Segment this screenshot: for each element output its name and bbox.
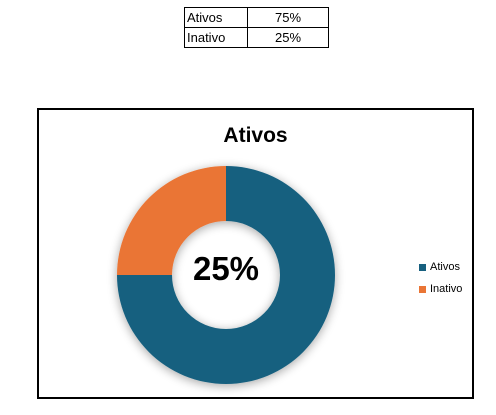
chart-title: Ativos: [223, 124, 288, 147]
chart-area: Ativos 25% Ativos Inativo: [37, 108, 474, 399]
table-row: Inativo 25%: [184, 27, 329, 48]
legend: Ativos Inativo: [419, 256, 462, 300]
legend-swatch-ativos: [419, 263, 426, 271]
table-cell-value: 25%: [247, 27, 329, 48]
donut-chart: [117, 166, 335, 384]
table-cell-value: 75%: [247, 7, 329, 28]
donut-slice-ativos[interactable]: [117, 166, 335, 384]
legend-swatch-inativo: [419, 285, 426, 293]
legend-label-ativos: Ativos: [430, 261, 460, 273]
table-cell-label: Ativos: [184, 7, 248, 28]
center-label: 25%: [192, 250, 260, 287]
table-cell-label: Inativo: [184, 27, 248, 48]
legend-item-ativos[interactable]: Ativos: [419, 256, 462, 278]
table-row: Ativos 75%: [184, 7, 329, 28]
legend-item-inativo[interactable]: Inativo: [419, 278, 462, 300]
donut-slice-inativo[interactable]: [117, 166, 226, 275]
data-table: Ativos 75% Inativo 25%: [184, 7, 329, 48]
legend-label-inativo: Inativo: [430, 283, 463, 295]
